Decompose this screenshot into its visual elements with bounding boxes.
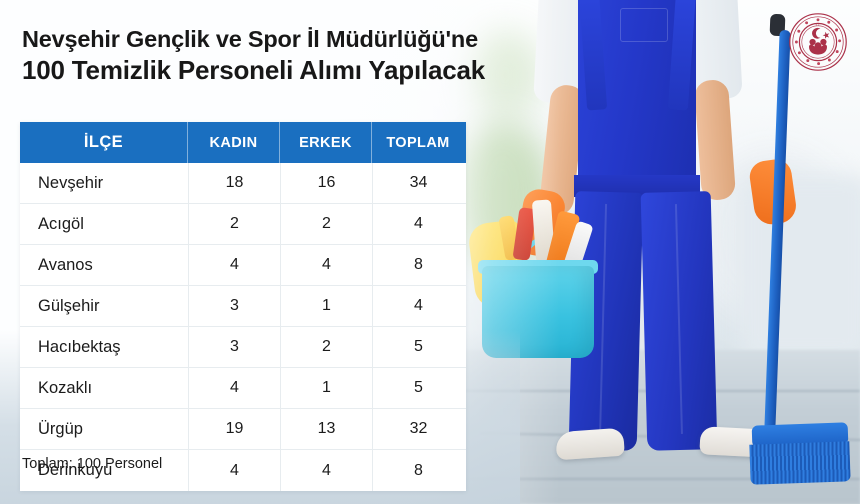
table-row: Derinkuyu 4 4 8 <box>20 450 466 491</box>
table-row: Kozaklı 4 1 5 <box>20 367 466 409</box>
page-title: Nevşehir Gençlik ve Spor İl Müdürlüğü'ne… <box>22 24 542 86</box>
cell-toplam: 8 <box>372 450 464 491</box>
cell-kadin: 3 <box>188 326 280 368</box>
cell-district: Hacıbektaş <box>38 337 121 356</box>
cell-erkek: 1 <box>280 285 372 327</box>
svg-text:T.C.: T.C. <box>816 24 821 27</box>
cell-district: Kozaklı <box>38 378 93 397</box>
cell-kadin: 4 <box>188 367 280 409</box>
cell-erkek: 13 <box>280 408 372 450</box>
cell-kadin: 4 <box>188 450 280 491</box>
cell-district: Nevşehir <box>38 173 104 192</box>
cell-erkek: 16 <box>280 162 372 204</box>
cell-toplam: 8 <box>372 244 464 286</box>
column-header-erkek: ERKEK <box>280 122 372 163</box>
cell-kadin: 3 <box>188 285 280 327</box>
overall-pocket <box>620 8 668 42</box>
table-row: Gülşehir 3 1 4 <box>20 285 466 327</box>
table-header-row: İLÇE KADIN ERKEK TOPLAM <box>20 122 466 163</box>
title-line-2: 100 Temizlik Personeli Alımı Yapılacak <box>22 55 486 85</box>
cell-erkek: 2 <box>280 203 372 245</box>
worker-shoe-left <box>555 427 625 461</box>
cell-toplam: 4 <box>372 285 464 327</box>
column-header-toplam: TOPLAM <box>386 134 450 151</box>
column-header-kadin: KADIN <box>188 122 280 163</box>
cell-toplam: 5 <box>372 367 464 409</box>
column-header-ilce: İLÇE <box>20 122 188 163</box>
ministry-of-youth-and-sports-emblem: T.C. <box>788 12 848 72</box>
cell-kadin: 19 <box>188 408 280 450</box>
cell-toplam: 5 <box>372 326 464 368</box>
title-line-1: Nevşehir Gençlik ve Spor İl Müdürlüğü'ne <box>22 26 478 52</box>
table-row: Acıgöl 2 2 4 <box>20 203 466 245</box>
worker-leg-right <box>640 191 718 451</box>
table-row: Ürgüp 19 13 32 <box>20 408 466 450</box>
cell-district: Avanos <box>38 255 93 274</box>
total-personnel-label: Toplam: 100 Personel <box>22 456 163 472</box>
cell-district: Gülşehir <box>38 296 100 315</box>
cell-erkek: 2 <box>280 326 372 368</box>
cell-toplam: 4 <box>372 203 464 245</box>
table-row: Avanos 4 4 8 <box>20 244 466 286</box>
cell-district: Acıgöl <box>38 214 84 233</box>
cell-toplam: 32 <box>372 408 464 450</box>
cell-kadin: 4 <box>188 244 280 286</box>
table-row: Nevşehir 18 16 34 <box>20 162 466 204</box>
cell-kadin: 2 <box>188 203 280 245</box>
cell-toplam: 34 <box>372 162 464 204</box>
personnel-table: İLÇE KADIN ERKEK TOPLAM Nevşehir 18 16 3… <box>20 122 466 491</box>
cell-erkek: 4 <box>280 450 372 491</box>
broom-bristles <box>749 441 851 485</box>
cell-district: Derinkuyu <box>38 461 113 479</box>
cell-erkek: 4 <box>280 244 372 286</box>
cell-district: Ürgüp <box>38 419 83 438</box>
table-row: Hacıbektaş 3 2 5 <box>20 326 466 368</box>
cell-kadin: 18 <box>188 162 280 204</box>
cell-erkek: 1 <box>280 367 372 409</box>
